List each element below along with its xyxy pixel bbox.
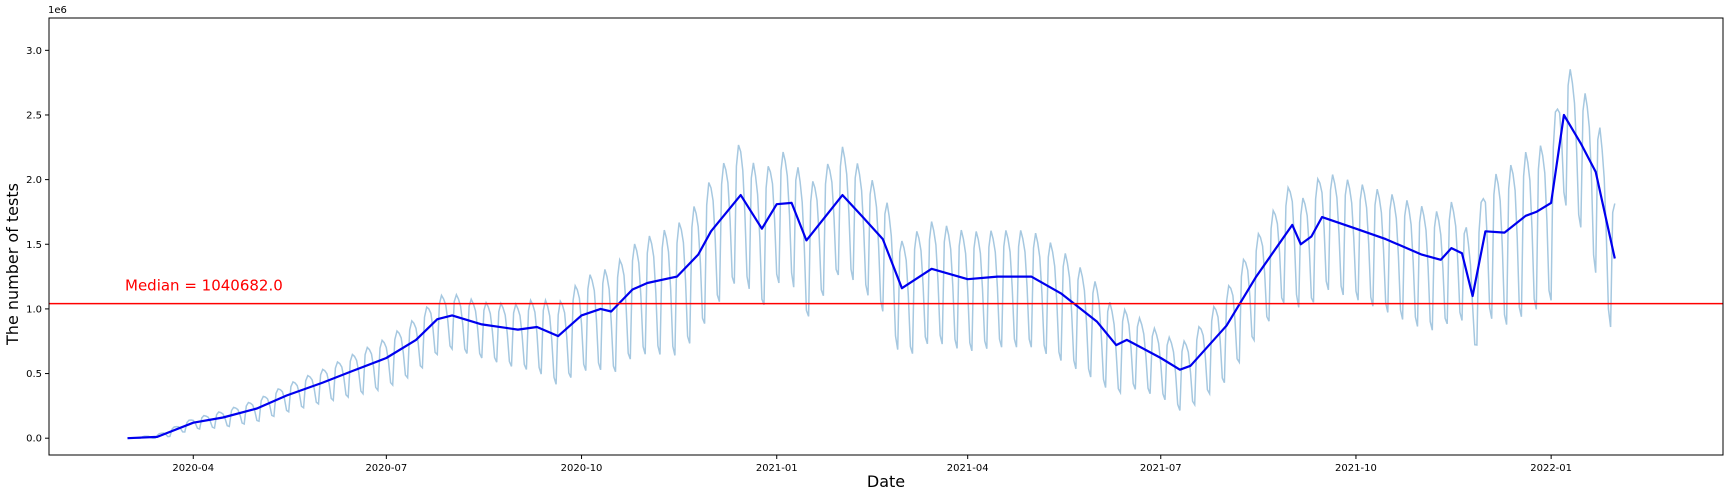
x-axis: 2020-04 2020-07 2020-10 2021-01 2021-04 2021-…: [172, 455, 1572, 474]
x-tick-label: 2020-07: [365, 463, 407, 474]
y-tick-label: 0.0: [26, 434, 42, 445]
y-tick-label: 2.0: [26, 175, 42, 186]
median-label: Median = 1040682.0: [125, 277, 283, 295]
y-axis-title: The number of tests: [3, 183, 22, 346]
y-tick-label: 3.0: [26, 46, 42, 57]
y-offset-label: 1e6: [48, 5, 67, 16]
y-tick-label: 1.5: [26, 240, 42, 251]
daily-tests-line: [127, 69, 1616, 439]
y-tick-label: 2.5: [26, 110, 42, 121]
y-tick-label: 0.5: [26, 369, 42, 380]
x-tick-label: 2021-01: [756, 463, 798, 474]
x-tick-label: 2020-04: [172, 463, 214, 474]
x-tick-label: 2021-10: [1335, 463, 1377, 474]
x-axis-title: Date: [867, 472, 905, 491]
rolling-average-line: [127, 113, 1616, 440]
y-tick-label: 1.0: [26, 304, 42, 315]
y-axis: 0.0 0.5 1.0 1.5 2.0 2.5 3.0: [26, 46, 49, 445]
plot-frame: [48, 17, 1724, 456]
plot-area: [49, 69, 1723, 440]
x-tick-label: 2021-04: [947, 463, 989, 474]
x-tick-label: 2020-10: [561, 463, 603, 474]
x-tick-label: 2021-07: [1140, 463, 1182, 474]
x-tick-label: 2022-01: [1530, 463, 1572, 474]
